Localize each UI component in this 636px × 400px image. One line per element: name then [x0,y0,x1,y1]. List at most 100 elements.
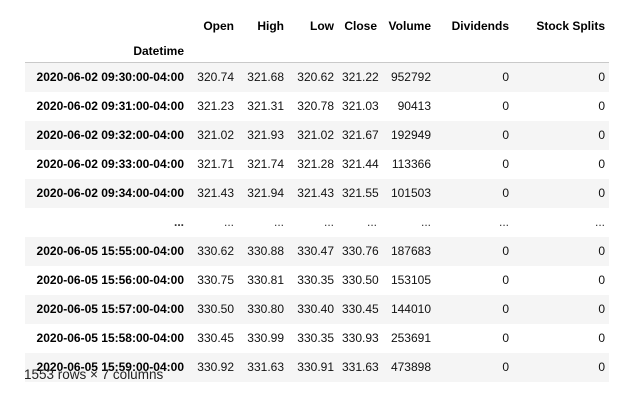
column-header-dividends: Dividends [451,19,509,33]
cell-stock-splits: 0 [598,186,605,200]
cell-high: ... [273,215,284,229]
cell-high: 321.68 [247,70,284,85]
cell-stock-splits: ... [594,215,605,229]
cell-dividends: 0 [502,273,509,287]
cell-stock-splits: 0 [598,331,605,345]
row-index-datetime: 2020-06-02 09:34:00-04:00 [36,186,184,200]
table-row: 2020-06-02 09:31:00-04:00 321.23 321.31 320… [25,92,609,121]
cell-high: 330.81 [247,273,284,287]
cell-low: 320.62 [297,70,334,85]
cell-low: 330.40 [297,302,334,316]
table-row: 2020-06-02 09:34:00-04:00 321.43 321.94 321… [25,178,609,208]
cell-open: 330.92 [197,360,234,374]
cell-low: 320.78 [297,99,334,113]
table-body: 2020-06-02 09:30:00-04:00 320.74 321.68 320… [25,62,609,382]
cell-close: 330.45 [342,302,379,316]
dataframe-table: Open High Low Close Volume Dividends Sto… [25,12,609,382]
row-index-datetime: 2020-06-05 15:59:00-04:00 [36,360,184,374]
row-index-datetime: 2020-06-05 15:57:00-04:00 [36,302,184,316]
row-index-datetime: 2020-06-02 09:32:00-04:00 [36,128,184,142]
shape-caption: 1553 rows × 7 columns [24,367,164,382]
column-header-volume: Volume [388,19,431,33]
cell-volume: 952792 [390,70,431,85]
cell-volume: 192949 [390,128,431,142]
cell-volume: 144010 [390,302,431,316]
cell-high: 331.63 [247,360,284,374]
header-corner [25,12,188,40]
cell-high: 321.93 [247,128,284,142]
cell-volume: 113366 [391,157,431,171]
cell-dividends: 0 [502,360,509,374]
cell-stock-splits: 0 [598,128,605,142]
cell-low: ... [323,215,334,229]
cell-close: 321.44 [342,157,379,171]
cell-volume: 90413 [397,99,431,113]
cell-stock-splits: 0 [598,99,605,113]
table-row: ........................ [25,208,609,237]
index-name-header: Datetime [133,44,184,58]
cell-stock-splits: 0 [598,360,605,374]
cell-low: 321.28 [297,157,334,171]
cell-dividends: 0 [502,128,509,142]
row-index-datetime: 2020-06-02 09:31:00-04:00 [36,99,184,113]
cell-open: 330.50 [197,302,234,316]
column-header-high: High [257,19,284,33]
cell-close: 330.76 [342,244,379,258]
index-name-row: Datetime [25,40,609,63]
cell-dividends: 0 [502,99,509,113]
cell-volume: ... [420,215,431,229]
cell-stock-splits: 0 [598,70,605,85]
cell-stock-splits: 0 [598,273,605,287]
cell-close: 331.63 [342,360,379,374]
column-header-low: Low [310,19,334,33]
cell-high: 321.74 [247,157,284,171]
row-index-datetime: 2020-06-05 15:55:00-04:00 [36,244,184,258]
cell-volume: 101503 [390,186,431,200]
table-row: 2020-06-05 15:55:00-04:00 330.62 330.88 330… [25,236,609,266]
cell-close: 330.93 [342,331,379,345]
cell-volume: 187683 [390,244,431,258]
cell-high: 321.94 [247,186,284,200]
column-header-open: Open [203,19,234,33]
cell-open: ... [223,215,234,229]
cell-open: 330.45 [197,331,234,345]
column-header-row: Open High Low Close Volume Dividends Sto… [25,12,609,40]
cell-volume: 153105 [390,273,431,287]
cell-open: 321.02 [197,128,234,142]
cell-stock-splits: 0 [598,302,605,316]
cell-open: 330.62 [197,244,234,258]
cell-close: ... [366,215,377,229]
cell-low: 330.91 [297,360,334,374]
cell-low: 330.35 [297,273,334,287]
table-row: 2020-06-05 15:57:00-04:00 330.50 330.80 330… [25,294,609,324]
cell-close: 321.22 [342,70,379,85]
row-index-datetime: 2020-06-05 15:56:00-04:00 [36,273,184,287]
cell-low: 330.35 [297,331,334,345]
cell-stock-splits: 0 [598,157,605,171]
row-index-datetime: 2020-06-02 09:30:00-04:00 [36,70,184,85]
cell-open: 320.74 [197,70,234,85]
cell-high: 321.31 [247,99,284,113]
cell-dividends: 0 [502,157,509,171]
cell-high: 330.88 [247,244,284,258]
row-index-datetime: ... [173,215,184,229]
cell-open: 321.71 [197,157,234,171]
cell-close: 321.03 [342,99,379,113]
column-header-close: Close [344,19,377,33]
cell-dividends: 0 [502,331,509,345]
column-header-stock-splits: Stock Splits [536,19,605,33]
cell-volume: 473898 [390,360,431,374]
table-header: Open High Low Close Volume Dividends Sto… [25,12,609,63]
table-row: 2020-06-02 09:32:00-04:00 321.02 321.93 321… [25,120,609,150]
cell-dividends: 0 [502,70,509,85]
cell-close: 330.50 [342,273,379,287]
cell-high: 330.80 [247,302,284,316]
row-index-datetime: 2020-06-05 15:58:00-04:00 [36,331,184,345]
row-index-datetime: 2020-06-02 09:33:00-04:00 [36,157,184,171]
table-row: 2020-06-05 15:56:00-04:00 330.75 330.81 330… [25,266,609,295]
cell-dividends: 0 [502,186,509,200]
cell-dividends: 0 [502,302,509,316]
cell-open: 321.23 [197,99,234,113]
cell-low: 321.43 [297,186,334,200]
